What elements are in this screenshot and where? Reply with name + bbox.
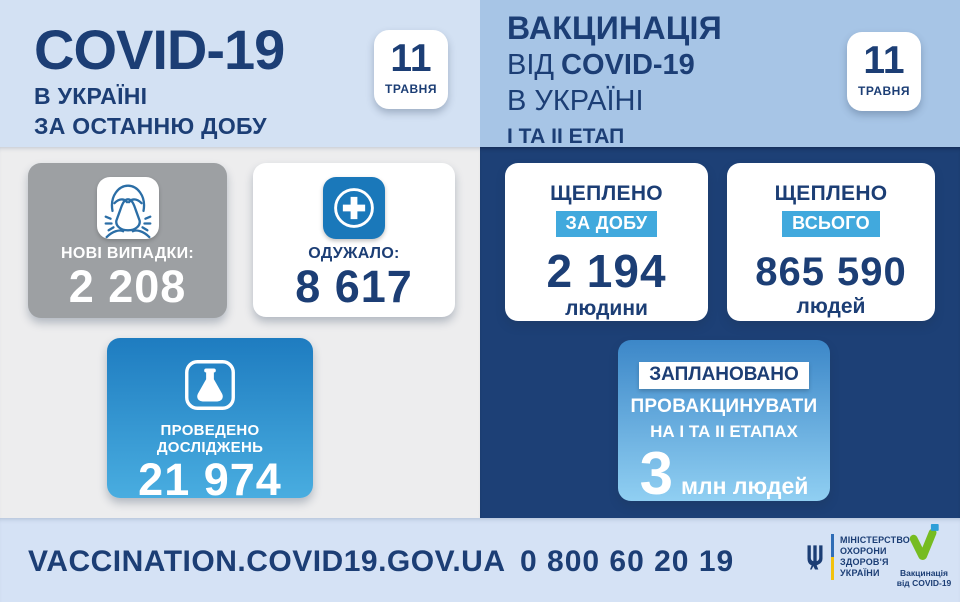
planned-value: 3 <box>639 440 673 507</box>
right-subtitle-covid: COVID-19 <box>561 49 695 81</box>
ministry-logo-text: МІНІСТЕРСТВО ОХОРОНИ ЗДОРОВ'Я УКРАЇНИ <box>840 535 910 579</box>
new-cases-label: НОВІ ВИПАДКИ: <box>60 245 195 262</box>
tests-value: 21 974 <box>138 454 282 505</box>
planned-line2: ПРОВАКЦИНУВАТИ <box>630 396 818 417</box>
recovered-card: ОДУЖАЛО: 8 617 <box>253 163 455 317</box>
ministry-logo-divider <box>831 534 834 580</box>
footer-url: VACCINATION.COVID19.GOV.UA <box>28 545 506 578</box>
right-title-block: ВАКЦИНАЦІЯ ВІД COVID-19 В УКРАЇНІ І ТА ІІ… <box>507 12 722 147</box>
green-v-checkmark-icon <box>909 524 939 560</box>
per-day-unit: людини <box>565 297 648 321</box>
vaccinated-total-card: ЩЕПЛЕНО ВСЬОГО 865 590 людей <box>727 163 935 321</box>
planned-unit: млн людей <box>680 473 809 499</box>
planned-tag: ЗАПЛАНОВАНО <box>639 362 809 389</box>
ministry-line-1: МІНІСТЕРСТВО <box>840 535 911 545</box>
footer-phone: 0 800 60 20 19 <box>520 545 735 578</box>
planned-line3: НА І ТА ІІ ЕТАПАХ <box>650 422 798 441</box>
left-date-badge: 11 ТРАВНЯ <box>374 30 448 109</box>
tests-label: ПРОВЕДЕНО ДОСЛІДЖЕНЬ <box>156 422 264 456</box>
right-subtitle-1: ВІД COVID-19 <box>507 51 722 80</box>
ukraine-trident-icon <box>807 545 823 570</box>
new-cases-value: 2 208 <box>68 261 187 312</box>
vaccination-title: ВАКЦИНАЦІЯ <box>507 10 723 46</box>
vaccinated-per-day-card: ЩЕПЛЕНО ЗА ДОБУ 2 194 людини <box>505 163 708 321</box>
total-label: ЩЕПЛЕНО <box>774 182 888 205</box>
per-day-tag: ЗА ДОБУ <box>555 211 658 237</box>
vaccine-logo-line-2: від COVID-19 <box>896 578 952 588</box>
right-subtitle-stage: І ТА ІІ ЕТАП <box>507 125 625 148</box>
left-date-day: 11 <box>390 37 432 80</box>
vaccination-logo-text: Вакцинація від COVID-19 <box>893 568 955 588</box>
left-subtitle-2: ЗА ОСТАННЮ ДОБУ <box>34 113 267 139</box>
left-date-month: ТРАВНЯ <box>385 82 437 96</box>
ministry-line-3: ЗДОРОВ'Я <box>840 557 889 567</box>
recovered-value: 8 617 <box>295 261 413 312</box>
ministry-logo-block: МІНІСТЕРСТВО ОХОРОНИ ЗДОРОВ'Я УКРАЇНИ <box>805 534 910 580</box>
lab-flask-icon <box>179 354 241 416</box>
planned-value-row: 3 млн людей <box>618 444 830 504</box>
new-cases-card: НОВІ ВИПАДКИ: 2 208 <box>28 163 227 318</box>
right-subtitle-prefix: ВІД <box>507 49 555 81</box>
recovered-label: ОДУЖАЛО: <box>308 245 400 262</box>
left-subtitle-1: В УКРАЇНІ <box>34 83 148 109</box>
right-date-day: 11 <box>863 39 905 82</box>
total-tag: ВСЬОГО <box>782 211 880 237</box>
total-unit: людей <box>796 295 866 318</box>
tests-card: ПРОВЕДЕНО ДОСЛІДЖЕНЬ 21 974 <box>107 338 313 503</box>
covid-title: COVID-19 <box>34 18 285 81</box>
per-day-label: ЩЕПЛЕНО <box>550 182 663 205</box>
per-day-value: 2 194 <box>546 245 667 297</box>
vaccination-logo-block: Вакцинація від COVID-19 <box>893 524 955 588</box>
total-value: 865 590 <box>755 250 907 294</box>
right-subtitle-2: В УКРАЇНІ <box>507 85 644 117</box>
vaccine-logo-line-1: Вакцинація <box>900 568 948 578</box>
ministry-line-2: ОХОРОНИ <box>840 546 887 556</box>
right-date-badge: 11 ТРАВНЯ <box>847 32 921 111</box>
ministry-line-4: УКРАЇНИ <box>840 568 880 578</box>
left-title-block: COVID-19 В УКРАЇНІ ЗА ОСТАННЮ ДОБУ <box>34 18 285 139</box>
footer-bar <box>0 518 960 602</box>
medical-cross-circle-icon <box>323 177 385 239</box>
sneezing-person-icon <box>96 177 159 239</box>
right-date-month: ТРАВНЯ <box>858 84 910 98</box>
planned-vaccination-card: ЗАПЛАНОВАНО ПРОВАКЦИНУВАТИ НА І ТА ІІ ЕТ… <box>618 340 830 504</box>
